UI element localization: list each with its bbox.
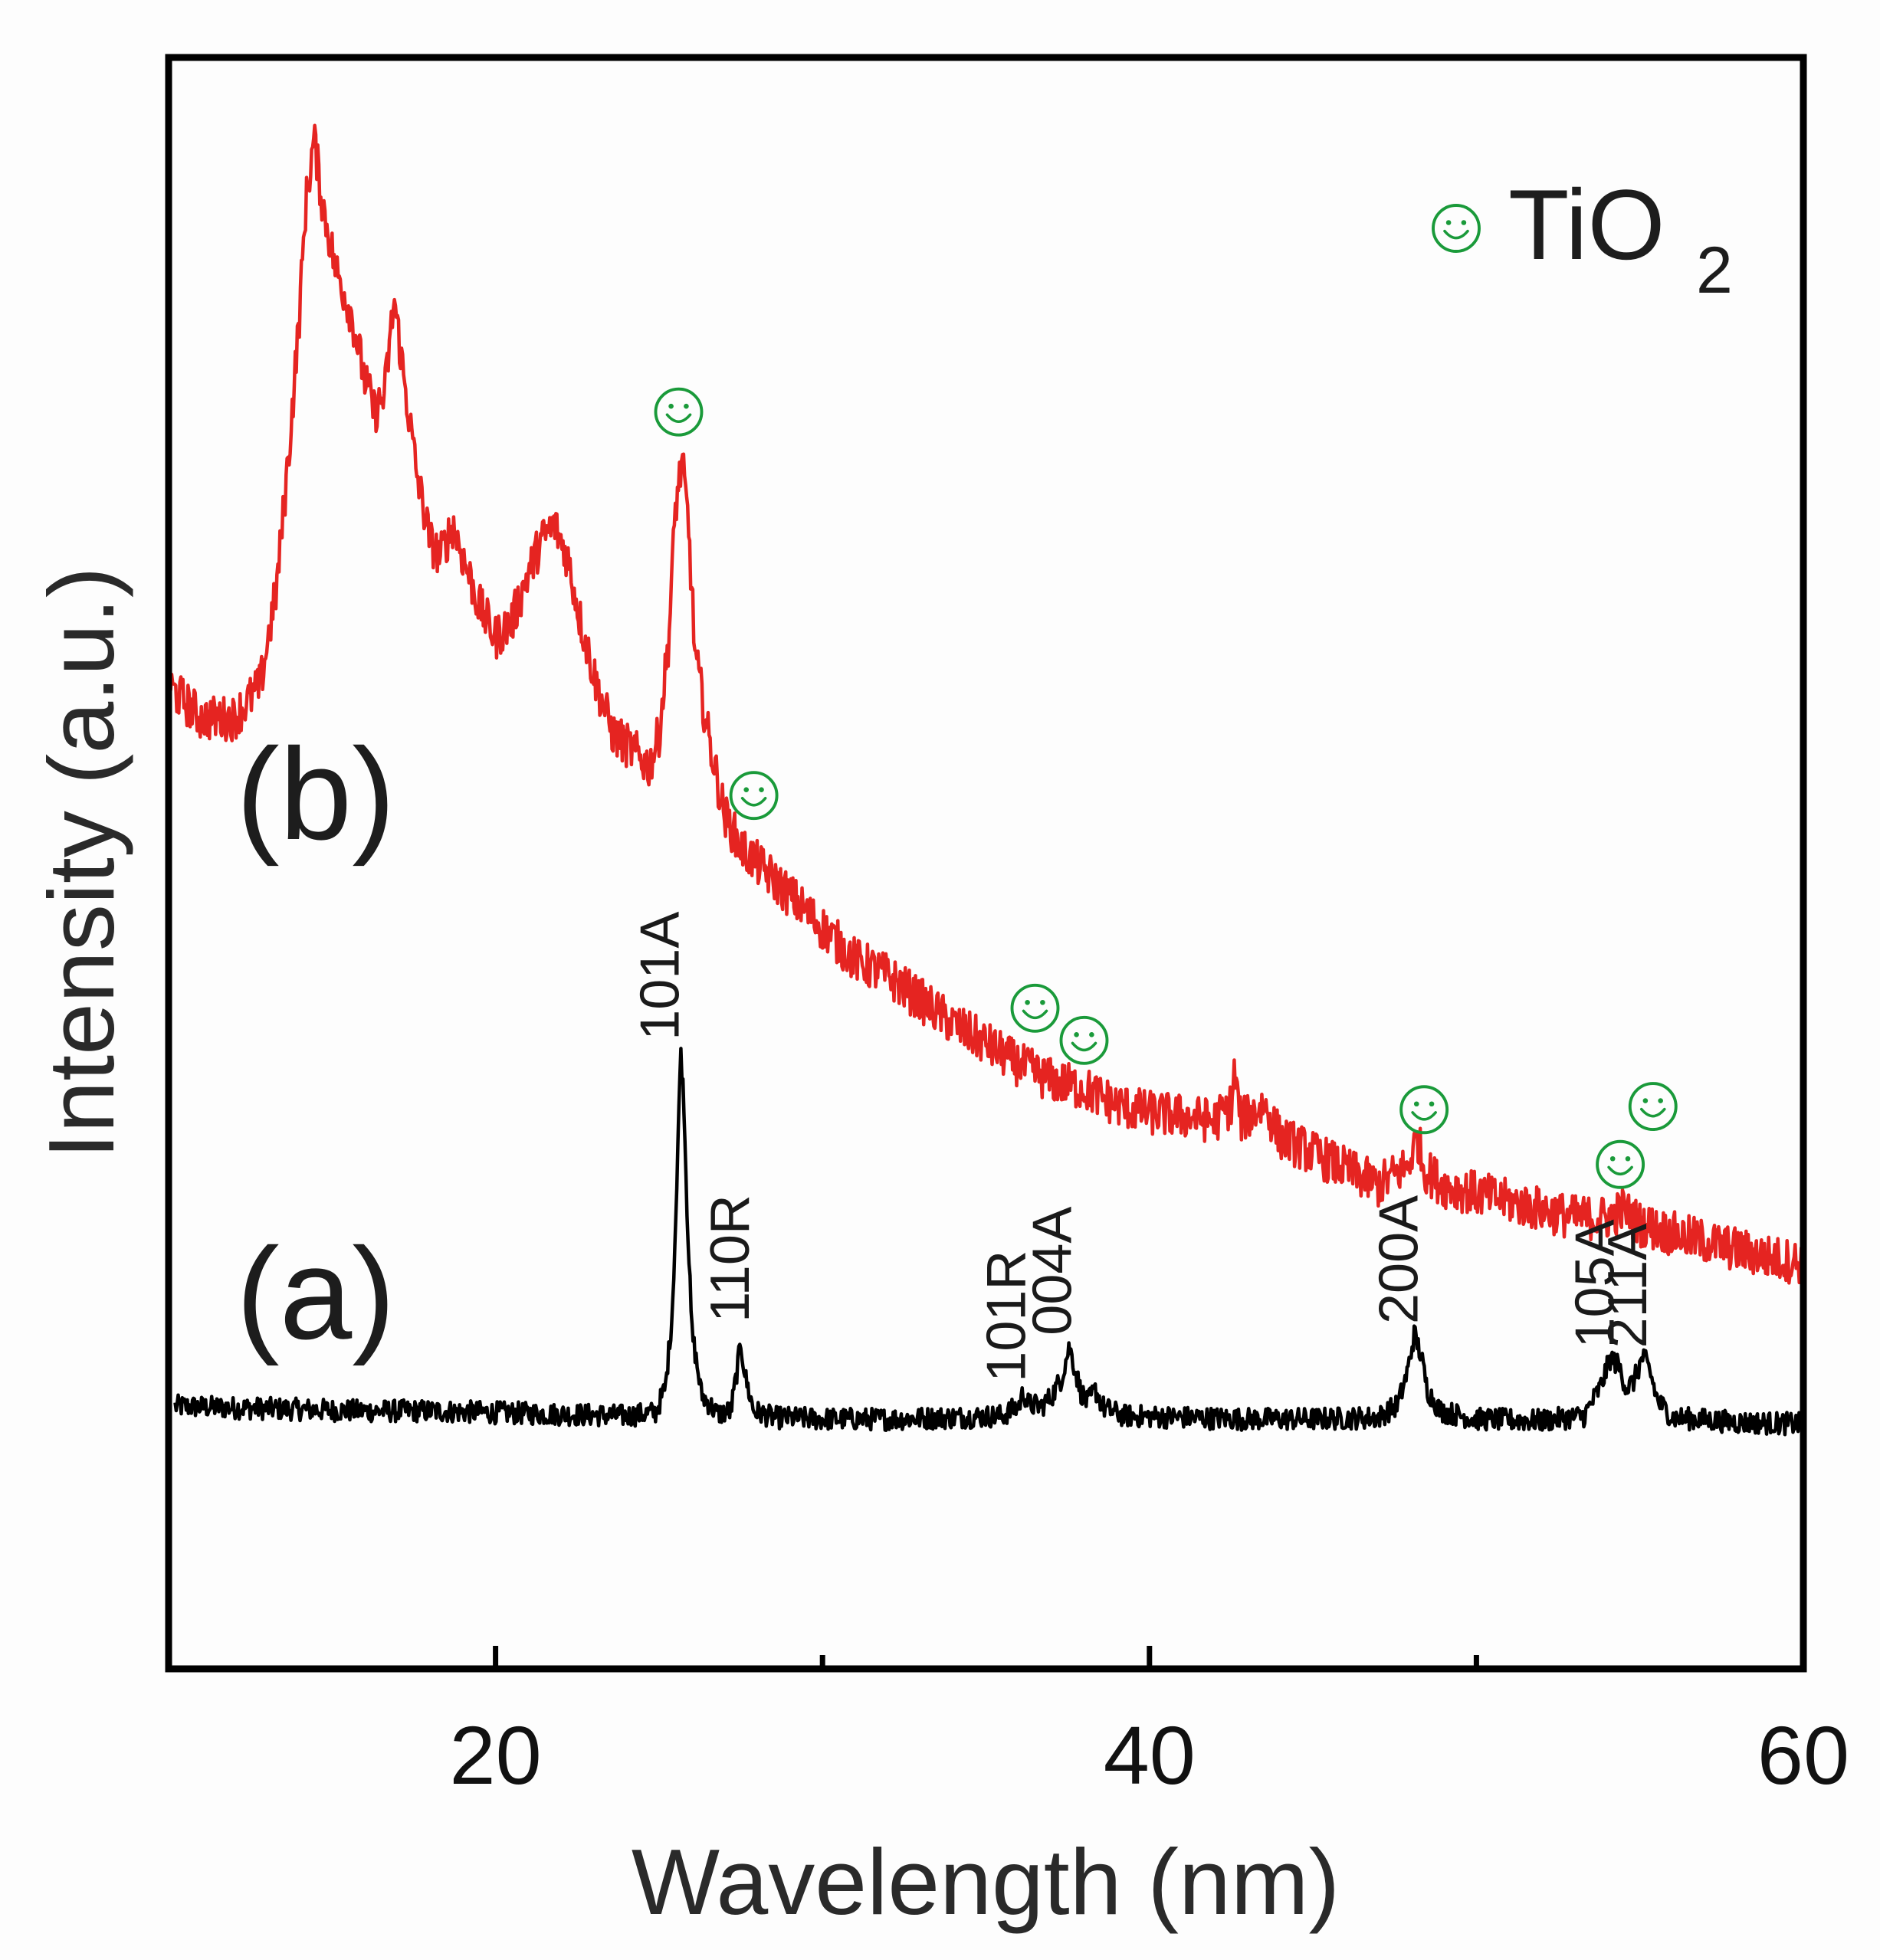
legend-subscript: 2 — [1696, 234, 1733, 307]
series-line-b — [166, 123, 1806, 1285]
tio2-peak-marker — [1399, 1085, 1449, 1135]
tio2-peak-marker — [1628, 1082, 1678, 1132]
legend-label: TiO — [1508, 169, 1665, 280]
tio2-peak-marker — [654, 387, 704, 437]
tio2-peak-marker — [1010, 983, 1060, 1033]
x-axis-tick-labels: 20 40 60 — [450, 1709, 1850, 1801]
plot-area — [166, 123, 1806, 1437]
peak-label: 211A — [1597, 1224, 1659, 1349]
tio2-peak-marker — [729, 771, 779, 821]
x-tick-label: 20 — [450, 1709, 542, 1801]
peak-label: 004A — [1022, 1207, 1083, 1336]
x-tick-label: 60 — [1757, 1709, 1849, 1801]
x-axis-ticks — [493, 1646, 1806, 1669]
plot-frame — [165, 54, 1807, 1673]
tio2-peak-marker — [1596, 1139, 1645, 1189]
peak-label: 105A — [1565, 1219, 1626, 1348]
tio2-peak-marker — [1059, 1015, 1109, 1065]
x-axis-title: Wavelength (nm) — [632, 1830, 1340, 1934]
legend: TiO 2 — [1432, 169, 1733, 307]
peak-label: 101R — [976, 1250, 1038, 1382]
peak-label: 200A — [1369, 1195, 1430, 1324]
series-label: (b) — [236, 722, 395, 867]
x-tick-label: 40 — [1104, 1709, 1196, 1801]
series-line-a — [173, 1047, 1802, 1437]
y-axis-title: Intensity (a.u.) — [29, 567, 133, 1159]
legend-marker-icon — [1432, 204, 1481, 253]
peak-label: 101A — [630, 912, 691, 1041]
series-label: (a) — [236, 1221, 395, 1367]
peak-label: 110R — [700, 1195, 761, 1323]
